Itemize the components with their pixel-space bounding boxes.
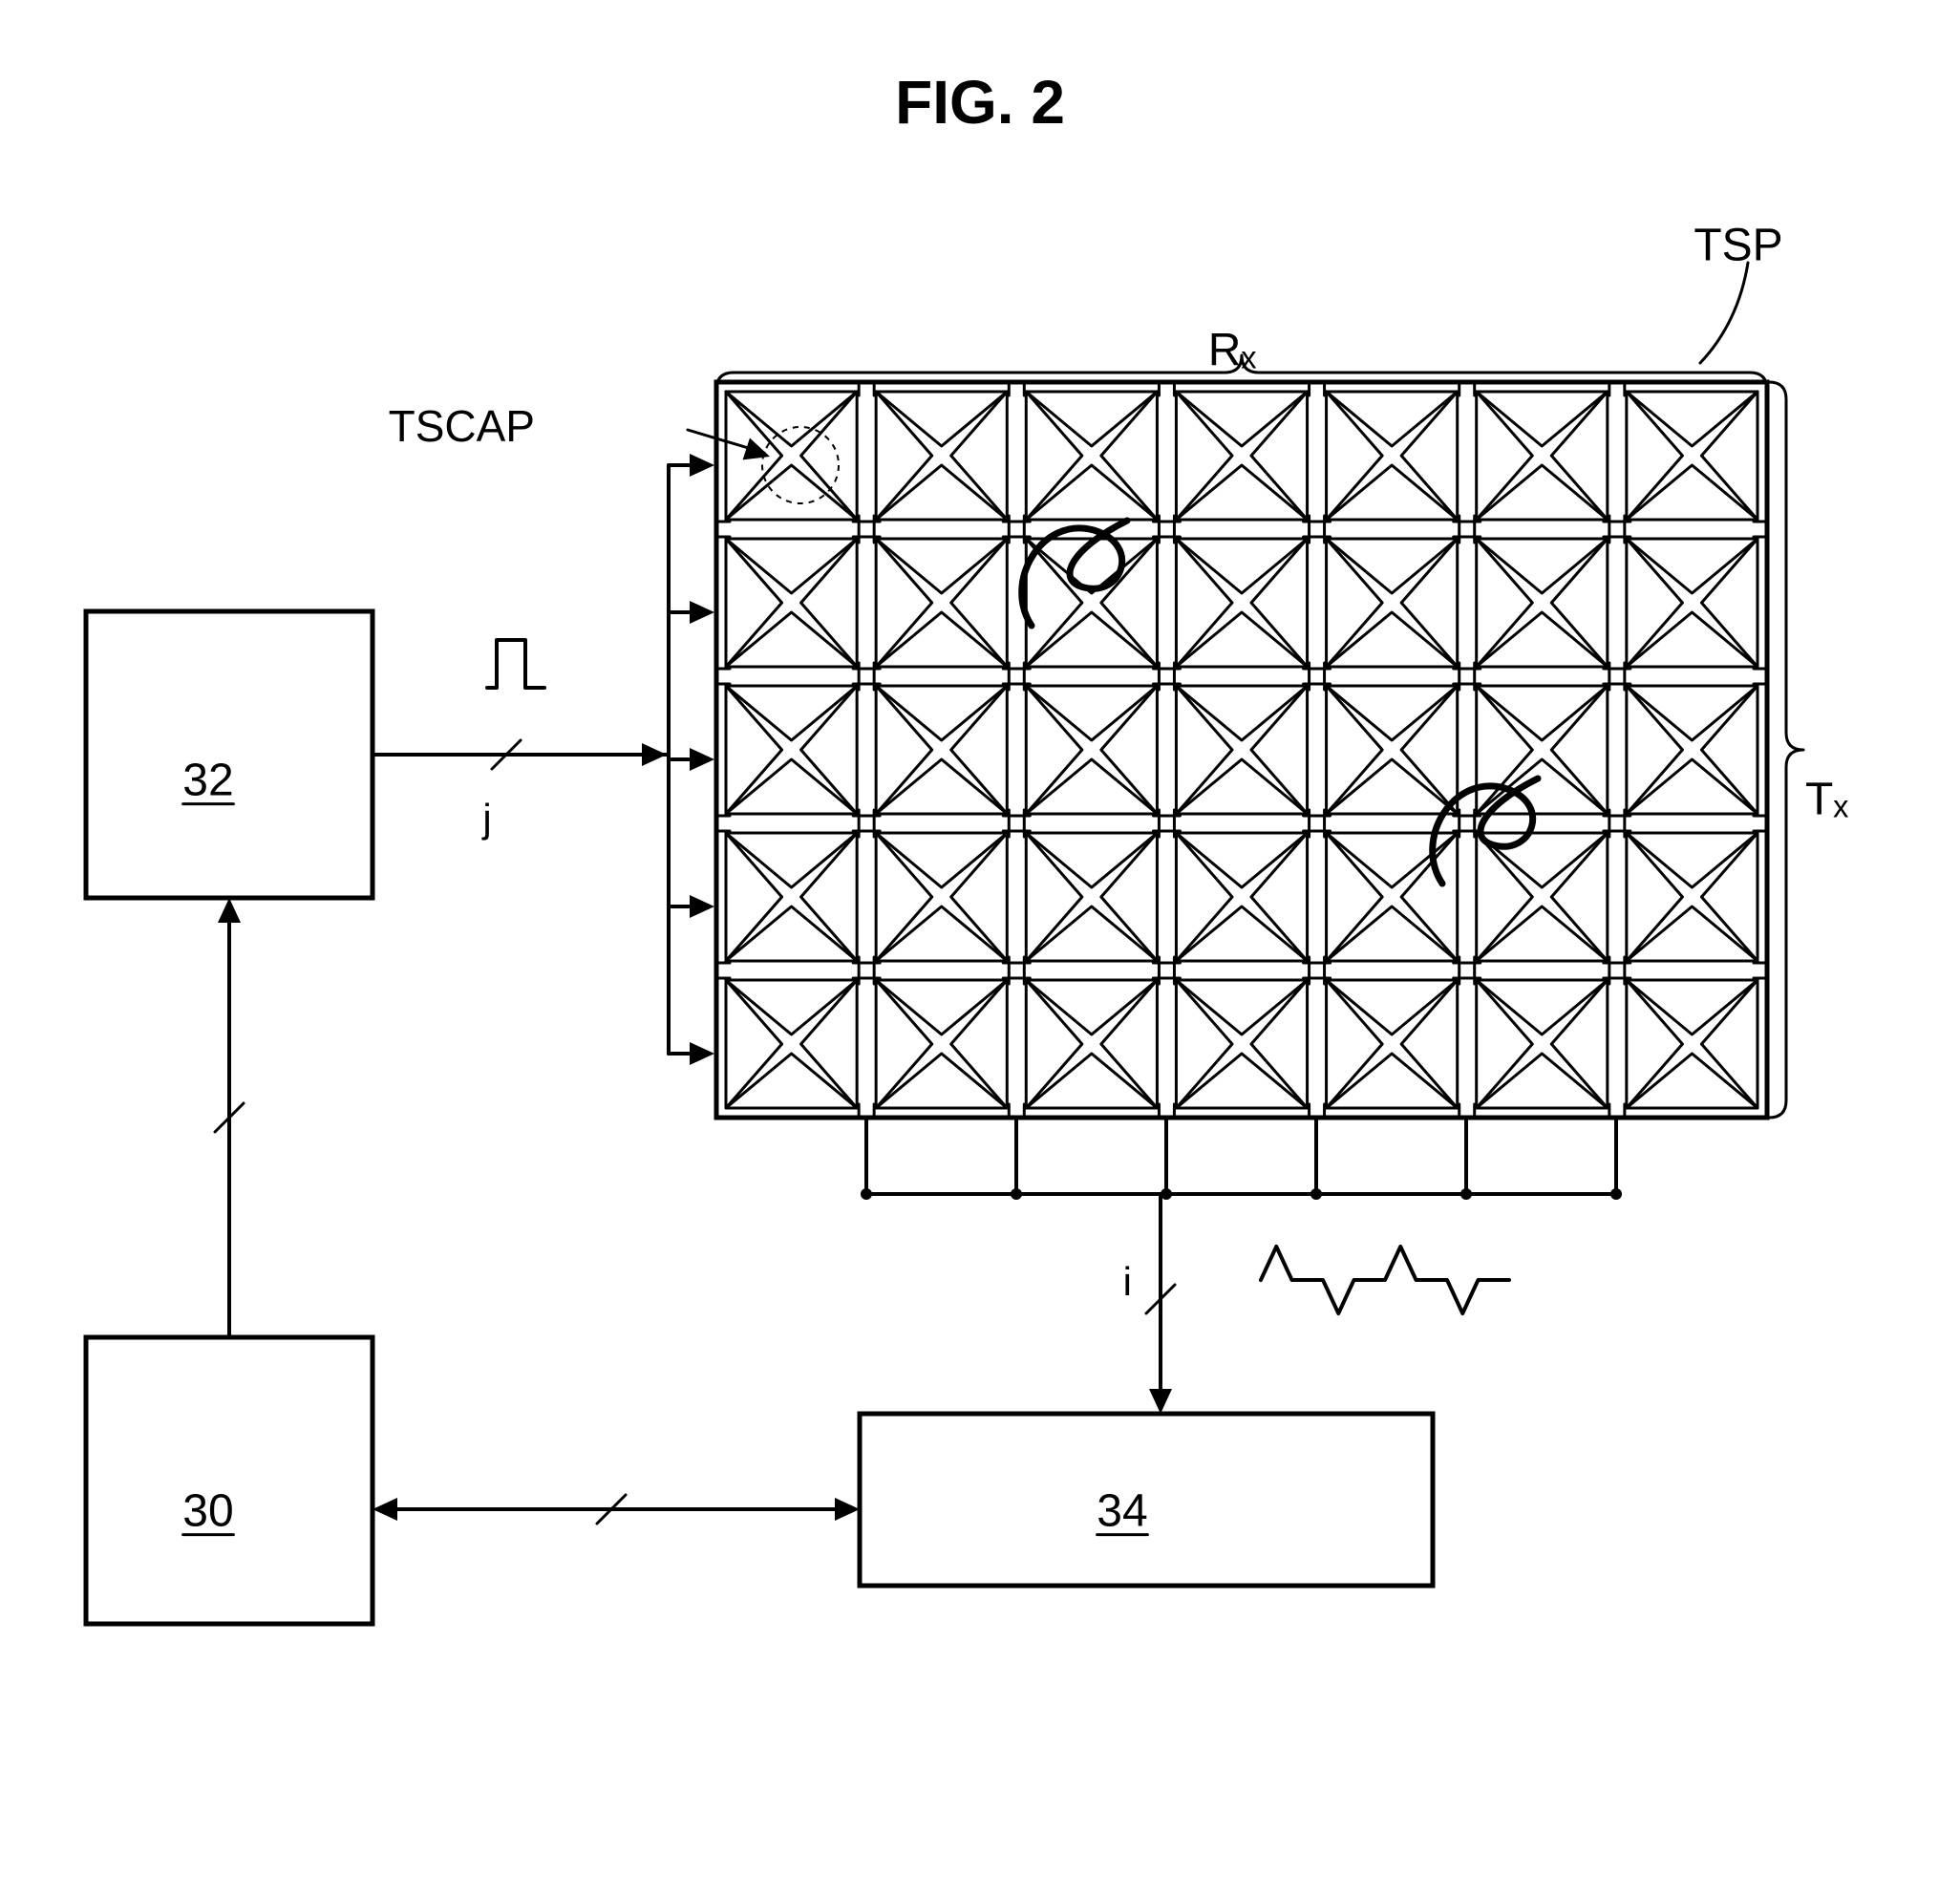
leader-tsp: [1700, 263, 1748, 363]
block-b30: [86, 1337, 373, 1624]
label-j: j: [480, 796, 491, 841]
label-tsp: TSP: [1694, 221, 1782, 271]
pulse-icon: [487, 640, 544, 688]
label-b30: 30: [182, 1486, 233, 1537]
figure-title: FIG. 2: [0, 67, 1960, 138]
label-b32: 32: [182, 756, 233, 806]
wave-icon: [1261, 1247, 1509, 1313]
diagram-canvas: 32 30 34 TSP Rₓ Tₓ TSCAP j i: [0, 0, 1960, 1898]
touch-panel: [716, 382, 1767, 1118]
brace-tx: [1769, 382, 1803, 1118]
label-tscap: TSCAP: [389, 401, 535, 451]
label-b34: 34: [1097, 1486, 1147, 1537]
label-rx: Rₓ: [1208, 326, 1257, 376]
label-tx: Tₓ: [1805, 775, 1848, 825]
touch-scribble: [1433, 778, 1538, 884]
label-i: i: [1123, 1259, 1132, 1304]
